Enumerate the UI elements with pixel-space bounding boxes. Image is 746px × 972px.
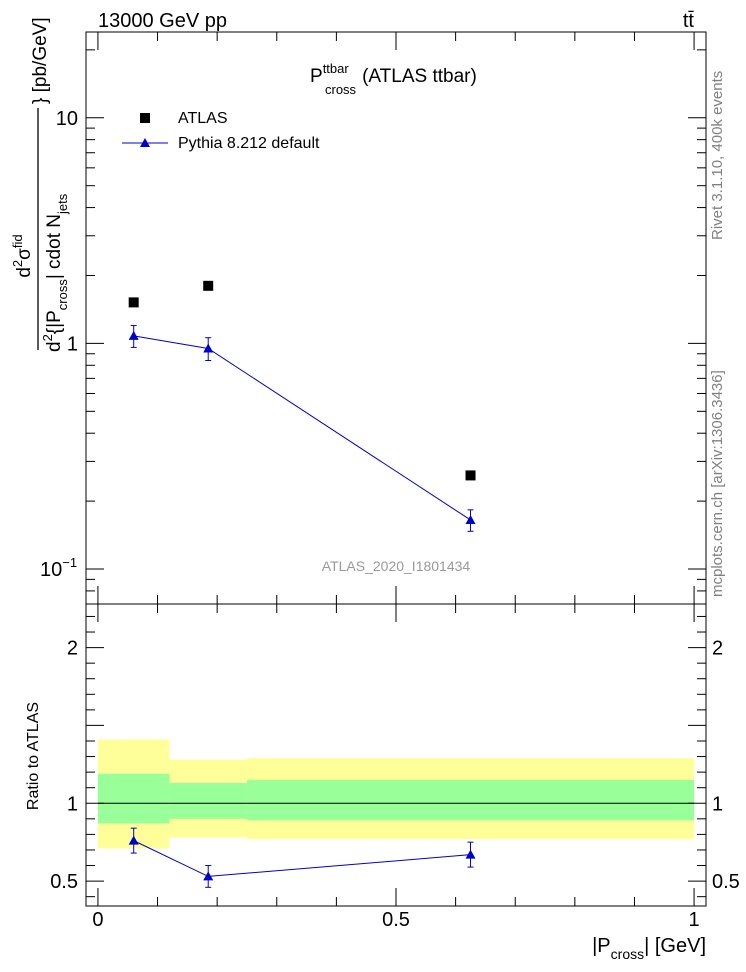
ylabel-numerator: d2σfid: [10, 234, 35, 277]
ratio-series-layer: [97, 739, 695, 888]
main-title-main: P: [310, 66, 323, 87]
ratio-pythia-point: [128, 835, 139, 845]
ylabel-sigma-sup: 2: [10, 260, 25, 267]
main-title-sup: ttbar: [323, 61, 350, 76]
main-y-tick-label: 1: [67, 333, 78, 355]
main-title-sub: cross: [325, 82, 357, 97]
ylabel-d: d: [14, 267, 35, 278]
ratio-y-tick-label-right: 0.5: [712, 871, 740, 893]
analysis-watermark: ATLAS_2020_I1801434: [322, 558, 471, 574]
x-axis-label: |Pcross| [GeV]: [592, 935, 706, 962]
ratio-y-tick-label: 0.5: [50, 871, 78, 893]
legend-label-pythia: Pythia 8.212 default: [178, 135, 320, 152]
legend-label-atlas: ATLAS: [178, 110, 228, 127]
mcplots-label: mcplots.cern.ch [arXiv:1306.3436]: [709, 370, 726, 597]
ylabel-den-d: d: [44, 341, 65, 352]
xlabel-main: |P: [592, 935, 611, 957]
pythia-data-point: [465, 514, 476, 524]
process-label: tt̄: [683, 10, 695, 32]
ratio-uncertainty-band-inner: [169, 783, 247, 819]
ylabel-denominator: d2{|Pcross| cdot Njets: [40, 193, 70, 352]
ylabel-den-2: 2: [40, 334, 55, 341]
main-axis-ticks: 10−1 1 10: [40, 32, 706, 605]
main-y-axis-label: d2σfid d2{|Pcross| cdot Njets } [pb/GeV]: [10, 17, 70, 352]
rivet-label: Rivet 3.1.10, 400k events: [709, 71, 726, 240]
ratio-pythia-line: [133, 840, 471, 877]
x-tick-label: 0: [92, 909, 103, 931]
x-tick-label: 1: [689, 909, 700, 931]
atlas-data-point: [465, 470, 476, 481]
pythia-line: [133, 335, 471, 521]
ratio-y-tick-label: 2: [67, 638, 78, 660]
main-y-tick-label: 10−1: [40, 555, 77, 581]
legend: ATLAS Pythia 8.212 default: [122, 110, 320, 152]
ratio-uncertainty-band-inner: [97, 773, 170, 824]
ratio-pythia-point: [203, 871, 214, 881]
ylabel-den-sub: cross: [55, 279, 70, 311]
ratio-uncertainty-band-inner: [246, 779, 695, 821]
atlas-data-point: [128, 297, 139, 308]
main-title-suffix: (ATLAS ttbar): [362, 66, 477, 87]
main-series-layer: [128, 280, 476, 532]
xlabel-tail: | [GeV]: [644, 935, 706, 957]
ratio-panel: 0.5 0.5 1 1 2 2 0 0.5 1 Ratio to ATLAS |Pcross| …: [25, 603, 740, 962]
ylabel-tail: } [pb/GeV]: [30, 17, 51, 104]
pythia-data-point: [128, 330, 139, 340]
main-y-tick-label-sup: −1: [62, 555, 77, 570]
main-y-tick-label: 10: [56, 108, 78, 130]
atlas-data-point: [203, 280, 214, 291]
energy-label: 13000 GeV pp: [98, 10, 227, 32]
ratio-y-axis-label: Ratio to ATLAS: [25, 702, 42, 810]
ratio-y-tick-label-right: 2: [712, 638, 723, 660]
main-title: Pttbar cross (ATLAS ttbar): [310, 61, 477, 97]
ratio-axis-ticks: 0.5 0.5 1 1 2 2 0 0.5 1: [50, 604, 740, 931]
xlabel-sub: cross: [611, 946, 644, 962]
ylabel-sigma: σ: [14, 248, 35, 260]
ratio-y-tick-label: 1: [67, 793, 78, 815]
pythia-data-point: [203, 343, 214, 353]
ylabel-den-sub2: jets: [55, 193, 70, 215]
x-tick-label: 0.5: [382, 909, 410, 931]
ratio-y-tick-label-right: 1: [712, 793, 723, 815]
ylabel-den-tail: | cdot N: [44, 214, 65, 279]
main-panel: 10−1 1 10 Pttbar cross (ATLAS ttbar) ATLAS_2…: [10, 17, 707, 605]
legend-marker-pythia: [140, 138, 150, 147]
ylabel-den-main: {|P: [44, 310, 65, 334]
ratio-pythia-point: [465, 849, 476, 859]
ylabel-sigma-sup2: fid: [10, 234, 25, 248]
legend-marker-atlas: [140, 113, 150, 123]
